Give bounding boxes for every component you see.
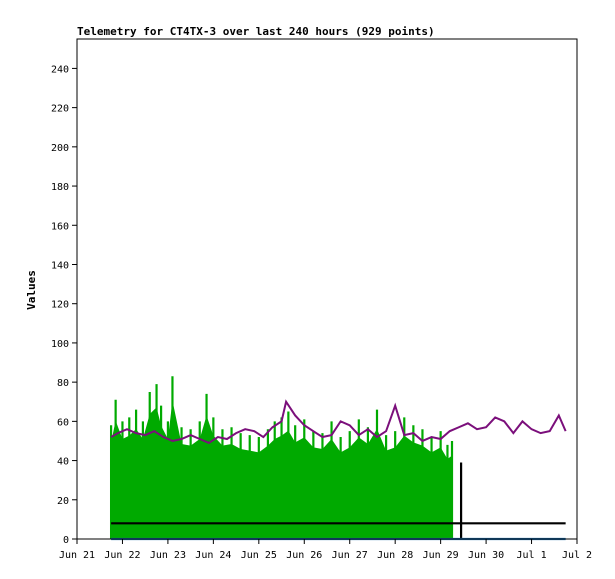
series-green-bars <box>109 376 454 539</box>
y-axis-label: Values <box>25 270 38 310</box>
y-tick-label: 60 <box>57 417 69 428</box>
y-tick-label: 0 <box>63 535 69 546</box>
series-layer <box>109 376 567 541</box>
x-tick-label: Jun 29 <box>423 550 459 561</box>
chart-title: Telemetry for CT4TX-3 over last 240 hour… <box>77 25 435 38</box>
x-tick-label: Jun 30 <box>468 550 504 561</box>
x-tick-label: Jun 27 <box>332 550 368 561</box>
y-tick-label: 40 <box>57 457 69 468</box>
plot-area-frame <box>76 38 578 540</box>
x-tick-label: Jun 24 <box>195 550 231 561</box>
y-tick-label: 120 <box>51 300 69 311</box>
x-tick-label: Jul 2 <box>562 550 592 561</box>
y-tick-label: 20 <box>57 496 69 507</box>
y-tick-label: 100 <box>51 339 69 350</box>
x-tick-label: Jul 1 <box>516 550 546 561</box>
y-tick-label: 180 <box>51 182 69 193</box>
y-tick-label: 240 <box>51 64 69 75</box>
series-line-1 <box>110 399 567 445</box>
x-tick-label: Jun 23 <box>150 550 186 561</box>
x-tick-label: Jun 26 <box>286 550 322 561</box>
series-line-2 <box>111 462 566 539</box>
x-tick-label: Jun 25 <box>241 550 277 561</box>
y-tick-label: 200 <box>51 143 69 154</box>
y-tick-label: 140 <box>51 260 69 271</box>
axis-layer: 0 20 40 60 80 100 120 140 160 180 200 220 240 Jun 21 J… <box>51 64 592 561</box>
y-tick-label: 220 <box>51 104 69 115</box>
y-tick-label: 80 <box>57 378 69 389</box>
x-tick-label: Jun 28 <box>377 550 413 561</box>
y-tick-label: 160 <box>51 221 69 232</box>
x-tick-label: Jun 21 <box>59 550 95 561</box>
x-tick-label: Jun 22 <box>104 550 140 561</box>
